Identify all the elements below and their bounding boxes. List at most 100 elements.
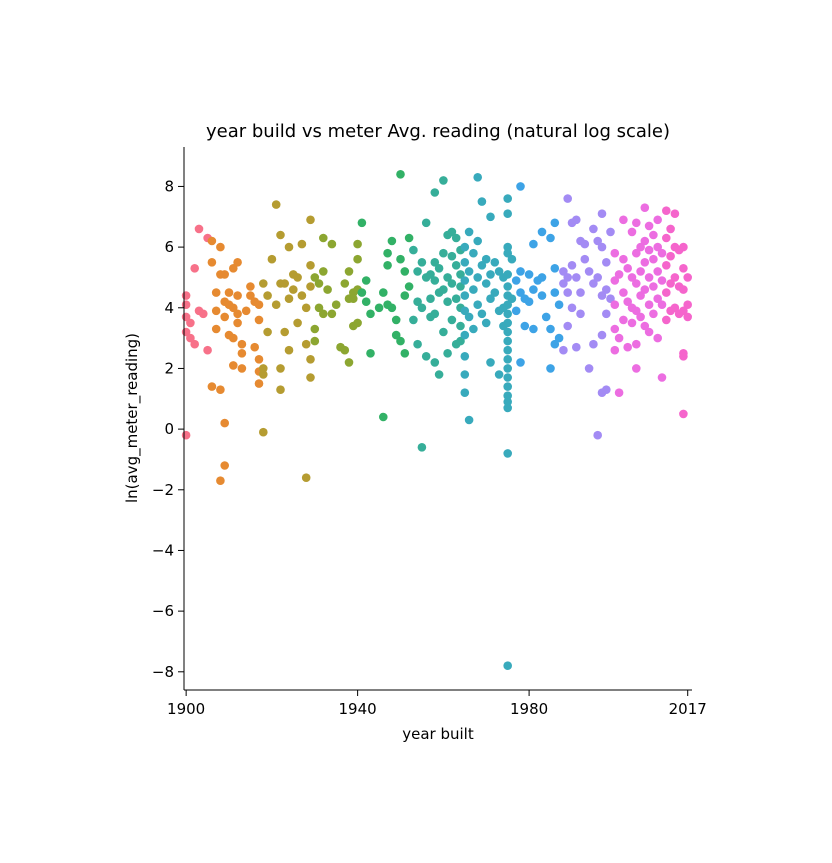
data-point [400,349,410,358]
data-point [563,273,572,282]
data-point [563,194,572,203]
y-tick-label: 8 [164,177,174,195]
data-point [353,239,362,249]
data-point [280,279,290,288]
data-point [340,279,350,288]
data-point [503,364,512,373]
data-point [216,476,225,486]
data-point [602,309,611,319]
data-point [627,227,637,237]
data-point [670,303,680,313]
data-point [511,276,521,285]
data-point [657,276,667,285]
data-point [353,254,362,264]
data-point [229,333,238,343]
data-point [567,303,577,313]
data-point [297,291,307,300]
data-point [447,227,457,237]
data-point [486,358,495,367]
data-point [614,388,624,398]
data-point [666,279,675,288]
data-point [439,248,448,258]
data-point [503,449,512,458]
data-point [640,258,650,267]
data-point [683,300,692,310]
data-point [649,282,658,291]
data-point [537,273,547,282]
data-point [451,294,461,304]
data-point [503,661,512,670]
data-point [421,352,431,361]
data-point [413,339,422,349]
data-point [610,248,620,258]
data-point [271,200,281,209]
data-point [464,312,474,322]
data-point [349,294,358,304]
data-point [572,215,581,225]
data-point [464,267,474,276]
data-point [567,261,577,270]
data-point [207,258,217,267]
data-point [293,273,302,282]
data-point [550,288,560,297]
data-point [610,324,620,334]
data-point [503,318,512,328]
data-point [632,364,641,373]
data-point [430,276,440,285]
data-point [306,282,315,291]
data-point [610,276,620,285]
data-point [469,285,478,294]
data-point [229,303,238,313]
data-point [602,385,611,395]
data-point [511,306,521,316]
data-point [584,267,594,276]
data-point [597,291,607,300]
data-point [614,270,624,279]
data-point [413,267,422,276]
data-point [636,312,645,322]
data-point [404,233,414,243]
data-point [602,258,611,267]
data-point [190,339,199,349]
data-point [301,339,311,349]
data-point [494,267,504,276]
data-point [199,309,208,319]
data-point [550,264,560,273]
data-point [503,403,512,413]
data-point [460,352,470,361]
data-point [211,324,221,334]
data-point [507,254,517,264]
data-point [597,242,607,252]
data-point [524,270,534,279]
data-point [379,412,388,422]
y-axis-ticks: −8 −6 −4 −2 0 2 4 6 8 [152,177,184,681]
data-point [683,312,692,322]
data-point [516,358,525,367]
data-point [662,261,671,270]
data-point [396,170,405,179]
data-point [576,288,585,297]
data-point [679,242,688,252]
data-point [460,258,470,267]
data-point [653,242,662,252]
data-point [233,309,242,319]
data-point [589,224,598,234]
data-point [662,233,671,243]
data-point [619,288,628,297]
data-point [679,409,688,419]
data-point [460,388,470,398]
y-tick-label: 2 [164,359,174,377]
data-point [486,270,495,279]
data-point [246,282,255,291]
data-point [417,443,427,452]
data-point [546,364,555,373]
data-point [387,236,397,246]
data-point [331,300,341,310]
data-point [379,288,388,297]
data-point [679,264,688,273]
data-point [644,245,654,255]
data-point [481,254,491,264]
data-point [460,291,470,300]
data-point [640,321,650,331]
data-point [494,370,504,379]
